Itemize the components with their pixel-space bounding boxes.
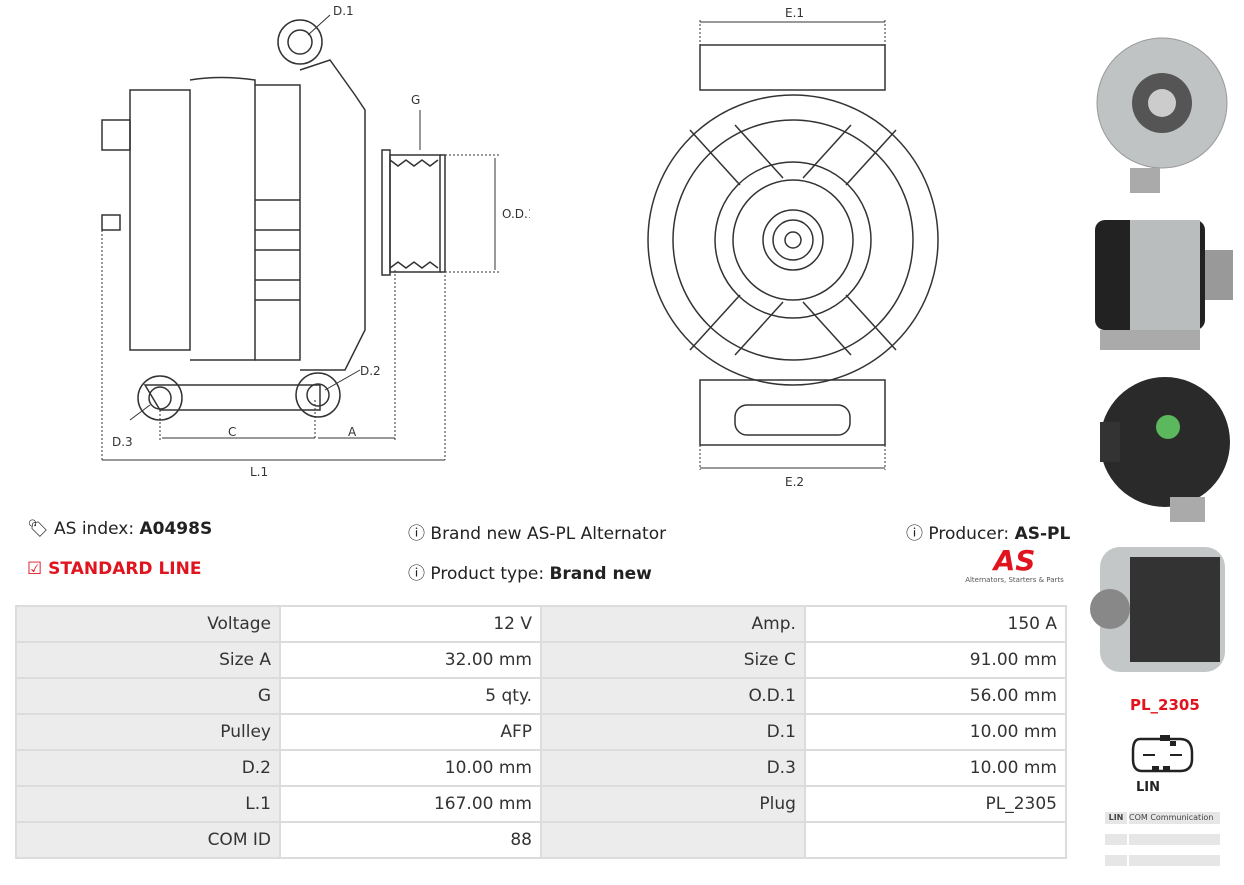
- spec-label: COM ID: [17, 823, 279, 857]
- as-pl-logo: AS Alternators, Starters & Parts: [962, 546, 1067, 584]
- info-icon: ⓘ: [408, 564, 425, 584]
- front-view-diagram: E.1 E.2: [647, 6, 939, 489]
- product-photo-front: [1090, 8, 1235, 196]
- spec-value: 167.00 mm: [281, 787, 540, 821]
- label-a: A: [348, 425, 357, 439]
- spec-value: 150 A: [805, 607, 1065, 641]
- spec-label: D.1: [542, 715, 804, 749]
- info-icon: ⓘ: [906, 524, 923, 544]
- label-od1: O.D.1: [502, 207, 530, 221]
- table-row: L.1 167.00 mm Plug PL_2305: [17, 787, 1065, 821]
- spec-label: L.1: [17, 787, 279, 821]
- spec-value: 56.00 mm: [805, 679, 1065, 713]
- product-photo-side: [1090, 195, 1235, 350]
- product-type: ⓘ Product type: Brand new: [408, 564, 652, 584]
- label-d1: D.1: [333, 4, 354, 18]
- spec-label: Size A: [17, 643, 279, 677]
- plug-code: PL_2305: [1130, 696, 1200, 714]
- product-line: ☑ STANDARD LINE: [27, 559, 202, 579]
- spec-label: Amp.: [542, 607, 804, 641]
- label-e1: E.1: [785, 6, 804, 20]
- as-index-value: A0498S: [139, 519, 213, 539]
- legend-desc: COM Communication: [1129, 812, 1220, 824]
- table-row: D.2 10.00 mm D.3 10.00 mm: [17, 751, 1065, 785]
- spec-value: [805, 823, 1065, 857]
- label-d3: D.3: [112, 435, 133, 449]
- spec-value: PL_2305: [805, 787, 1065, 821]
- spec-label: Voltage: [17, 607, 279, 641]
- spec-table: Voltage 12 V Amp. 150 A Size A 32.00 mm Size C…: [15, 605, 1067, 859]
- label-g: G: [411, 93, 420, 107]
- producer: ⓘ Producer: AS-PL: [906, 524, 1071, 544]
- spec-label: D.2: [17, 751, 279, 785]
- info-icon: ⓘ: [408, 524, 425, 544]
- side-view-diagram: D.1 G O.D.1 D.2 D.3 C A L.1: [101, 4, 530, 479]
- spec-label: G: [17, 679, 279, 713]
- spec-label: Pulley: [17, 715, 279, 749]
- product-photo-rear: [1090, 362, 1235, 522]
- product-photo-angle: [1090, 537, 1235, 687]
- tags-icon: 🏷: [27, 519, 49, 539]
- description: ⓘ Brand new AS-PL Alternator: [408, 524, 667, 544]
- legend-pin: LIN: [1105, 812, 1127, 824]
- table-row: Pulley AFP D.1 10.00 mm: [17, 715, 1065, 749]
- spec-label: D.3: [542, 751, 804, 785]
- spec-label: Plug: [542, 787, 804, 821]
- spec-value: 88: [281, 823, 540, 857]
- label-d2: D.2: [360, 364, 381, 378]
- spec-label: Size C: [542, 643, 804, 677]
- table-row: Voltage 12 V Amp. 150 A: [17, 607, 1065, 641]
- label-c: C: [228, 425, 236, 439]
- check-square-icon: ☑: [27, 559, 43, 579]
- spec-value: 10.00 mm: [805, 751, 1065, 785]
- spec-value: 12 V: [281, 607, 540, 641]
- label-l1: L.1: [250, 465, 268, 479]
- as-index: 🏷 AS index: A0498S: [27, 519, 213, 539]
- table-row: Size A 32.00 mm Size C 91.00 mm: [17, 643, 1065, 677]
- spec-value: 32.00 mm: [281, 643, 540, 677]
- plug-connector-icon: [1131, 735, 1194, 773]
- plug-legend: LIN COM Communication: [1105, 812, 1220, 866]
- plug-terminal: LIN: [1136, 780, 1161, 795]
- label-e2: E.2: [785, 475, 804, 489]
- spec-value: 91.00 mm: [805, 643, 1065, 677]
- spec-label: O.D.1: [542, 679, 804, 713]
- spec-value: 10.00 mm: [805, 715, 1065, 749]
- spec-label: [542, 823, 804, 857]
- table-row: COM ID 88: [17, 823, 1065, 857]
- spec-value: 10.00 mm: [281, 751, 540, 785]
- spec-value: AFP: [281, 715, 540, 749]
- spec-value: 5 qty.: [281, 679, 540, 713]
